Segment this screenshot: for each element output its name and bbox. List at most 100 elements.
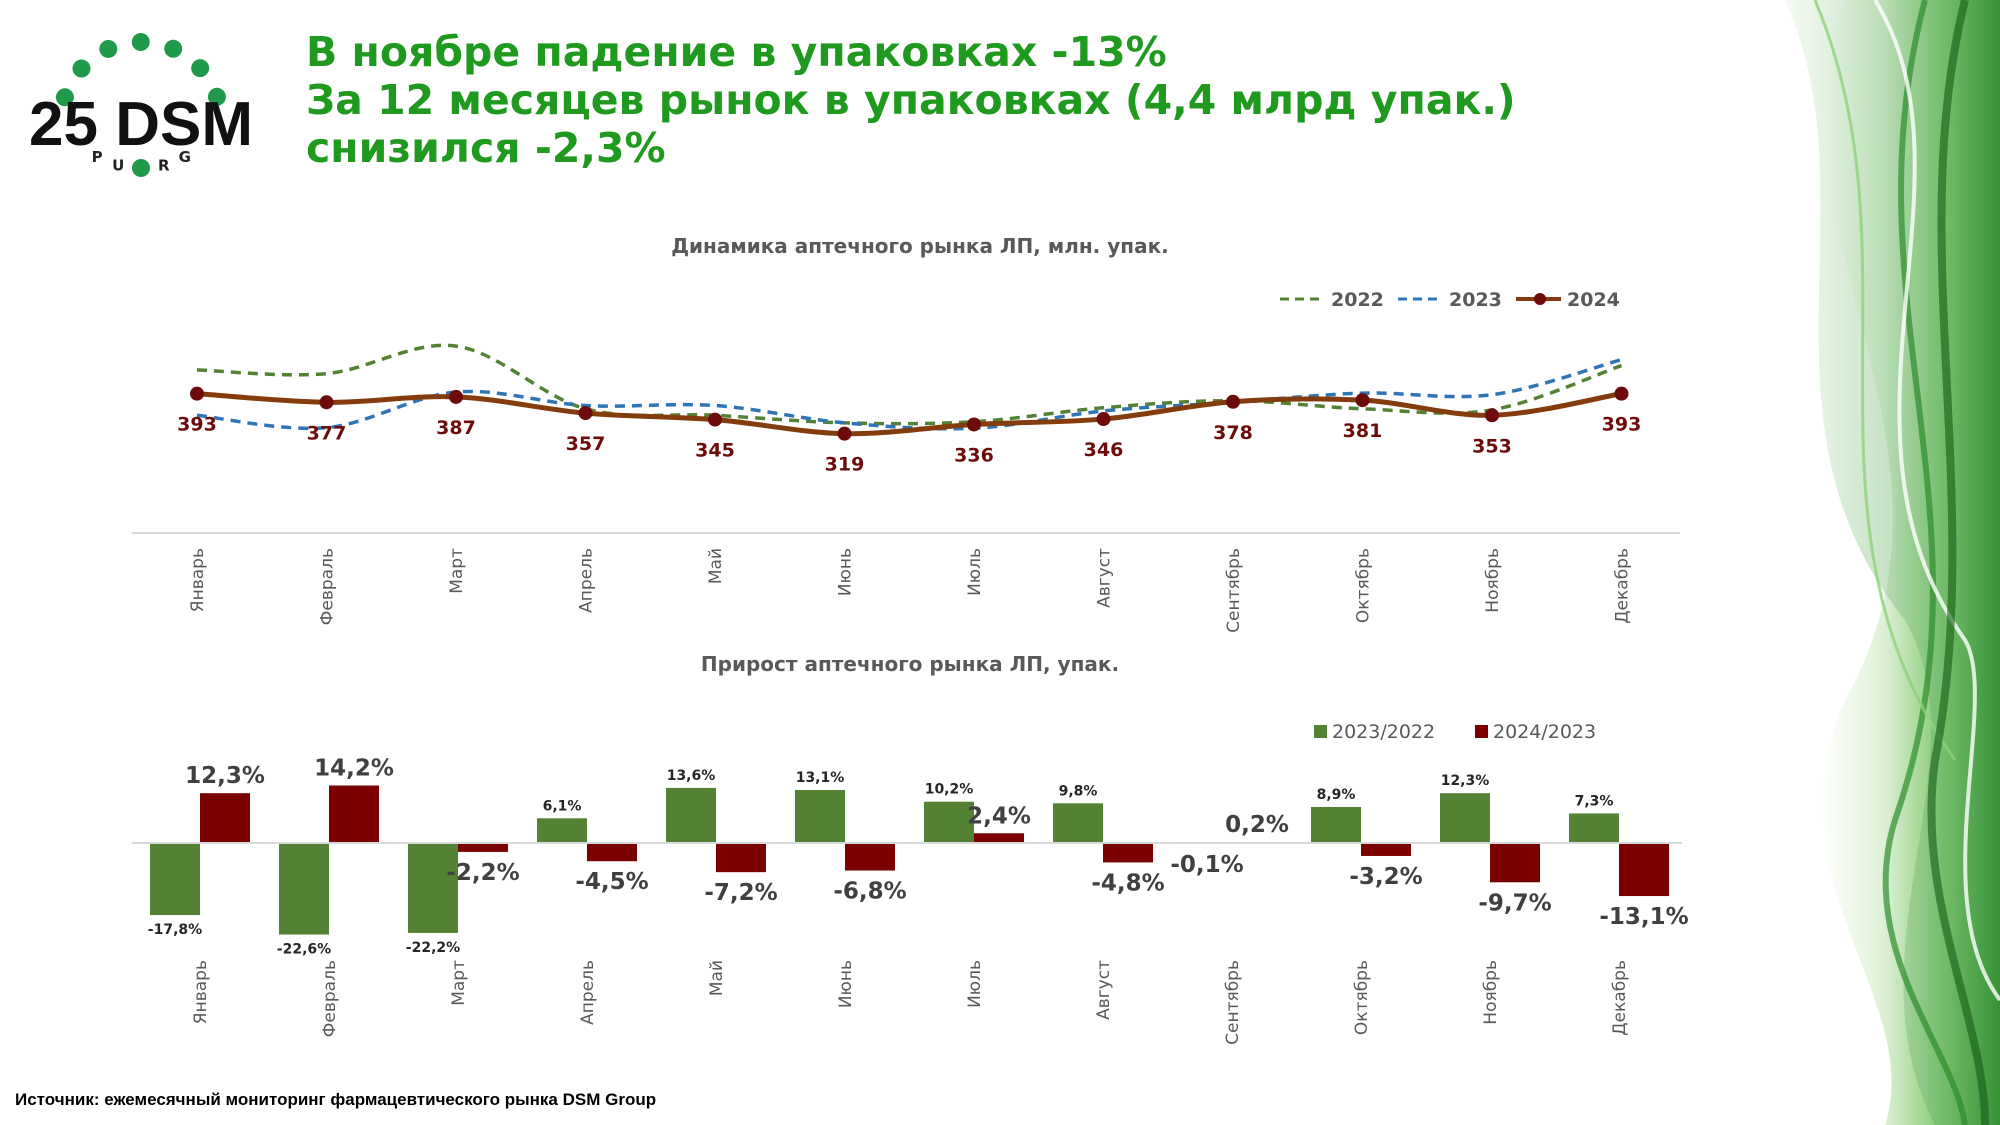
line-series-2024 [196, 391, 1622, 437]
line-point-2024 [708, 412, 722, 427]
line-x-tick-label: Сентябрь [1224, 548, 1244, 633]
bar-data-label: 2,4% [967, 803, 1031, 829]
bar-data-label: 12,3% [1441, 773, 1490, 789]
legend-marker-2024 [1534, 293, 1546, 305]
logo-text: 25 DSM [29, 90, 253, 159]
bar-data-label: 13,1% [796, 770, 845, 786]
line-data-label: 357 [566, 433, 606, 455]
bar-x-tick-label: Октябрь [1352, 960, 1372, 1035]
legend-label-2023-2022: 2023/2022 [1332, 721, 1435, 743]
logo-dot [164, 39, 183, 58]
line-x-tick-label: Октябрь [1354, 548, 1374, 623]
bar-data-labels: -17,8% 12,3% -22,6% 14,2% -22,2% -2,2% 6,1% -4,… [148, 755, 1689, 957]
bar-2024-2023 [716, 843, 766, 873]
bar-x-tick-label: Сентябрь [1223, 960, 1243, 1045]
line-data-labels: 393 377 387 357 345 319 336 346 378 381 353 393 [177, 414, 1641, 476]
line-x-tick-label: Август [1095, 548, 1115, 608]
line-x-tick-label: Июль [965, 548, 985, 596]
line-chart-legend: 2022 2023 2024 [1280, 289, 1620, 311]
line-data-label: 346 [1084, 439, 1124, 461]
bar-data-label: 12,3% [185, 763, 265, 789]
line-point-2024 [1614, 386, 1629, 401]
line-point-2024 [190, 386, 204, 401]
bar-data-label: 10,2% [925, 782, 974, 798]
bar-data-label: -2,2% [446, 860, 519, 886]
line-data-label: 353 [1472, 435, 1512, 457]
logo-group-letter: R [158, 156, 170, 174]
line-data-label: 345 [695, 440, 735, 462]
line-point-2024 [319, 395, 334, 410]
bar-2023-2022 [279, 843, 329, 935]
legend-label-2024: 2024 [1567, 289, 1620, 311]
bar-2023-2022 [1053, 803, 1103, 843]
line-x-tick-label: Январь [188, 548, 208, 612]
legend-swatch-2023-2022 [1314, 725, 1327, 738]
line-data-label: 387 [436, 417, 476, 439]
line-point-2024 [1226, 394, 1240, 409]
bar-data-label: 13,6% [667, 768, 716, 784]
source-note: Источник: ежемесячный мониторинг фармаце… [15, 1090, 657, 1109]
bar-2024-2023 [200, 793, 250, 843]
line-x-tick-label: Апрель [577, 548, 597, 613]
line-series-2023 [196, 357, 1622, 431]
bar-x-tick-label: Июнь [836, 960, 856, 1008]
line-series-2022 [196, 343, 1623, 426]
bar-x-tick-label: Май [707, 960, 727, 996]
bar-chart-title: Прирост аптечного рынка ЛП, упак. [701, 652, 1119, 676]
headline: В ноябре падение в упаковках -13% За 12 … [306, 28, 1706, 172]
line-point-2024 [967, 417, 981, 432]
bar-data-label: -7,2% [704, 880, 777, 906]
line-point-2024 [1096, 412, 1111, 427]
bar-data-label: -3,2% [1349, 864, 1422, 890]
bar-data-label: 9,8% [1059, 783, 1098, 799]
line-x-tick-label: Март [447, 548, 467, 594]
line-data-label: 336 [954, 444, 994, 466]
bar-x-tick-label: Февраль [320, 960, 340, 1037]
logo-dot [99, 39, 118, 58]
logo-dot [72, 59, 91, 78]
bar-data-label: 14,2% [314, 755, 394, 781]
bar-2024-2023 [1103, 843, 1153, 863]
headline-line-2: За 12 месяцев рынок в упаковках (4,4 млр… [306, 76, 1516, 124]
legend-swatch-2024-2023 [1475, 725, 1488, 738]
line-point-2024 [1485, 408, 1499, 423]
bar-2023-2022 [1440, 793, 1490, 843]
bar-data-label: -0,1% [1170, 852, 1243, 878]
bar-x-tick-label: Август [1094, 960, 1114, 1020]
line-data-label: 393 [177, 414, 217, 436]
line-point-2024 [1355, 393, 1370, 408]
bar-2023-2022 [666, 787, 716, 843]
line-data-label: 377 [307, 422, 347, 444]
logo-dot [207, 87, 226, 106]
bar-2024-2023 [329, 785, 379, 843]
bar-2024-2023 [974, 833, 1024, 843]
line-point-2024 [578, 406, 593, 421]
headline-line-1: В ноябре падение в упаковках -13% [306, 28, 1167, 76]
bar-x-tick-label: Апрель [578, 960, 598, 1025]
legend-label-2024-2023: 2024/2023 [1493, 721, 1596, 743]
logo-dot [55, 88, 74, 107]
bar-data-label: -22,2% [406, 940, 460, 956]
bar-chart-legend: 2023/2022 2024/2023 [1314, 721, 1596, 743]
bar-data-label: 8,9% [1317, 787, 1356, 803]
headline-line-3: снизился -2,3% [306, 124, 666, 172]
line-data-label: 393 [1602, 414, 1642, 436]
bar-2024-2023 [458, 843, 508, 852]
line-x-tick-label: Июнь [836, 548, 856, 596]
legend-label-2023: 2023 [1449, 289, 1502, 311]
bar-x-tick-label: Ноябрь [1481, 960, 1501, 1025]
bar-2024-2023 [1490, 843, 1540, 883]
bar-2023-2022 [1569, 813, 1619, 843]
bar-series-group [150, 785, 1669, 935]
bar-2024-2023 [1361, 843, 1411, 856]
bar-x-tick-label: Декабрь [1610, 960, 1630, 1036]
logo-group-letter: G [179, 148, 191, 166]
line-chart-packs: Динамика аптечного рынка ЛП, млн. упак. … [132, 234, 1680, 633]
decorative-green-swirl [1725, 0, 2000, 1125]
bar-data-label: -6,8% [833, 879, 906, 905]
bar-2023-2022 [924, 801, 974, 843]
bar-2024-2023 [1619, 843, 1669, 897]
bar-2024-2023 [845, 843, 895, 871]
line-point-2024 [837, 426, 852, 441]
line-x-tick-label: Май [706, 548, 726, 584]
